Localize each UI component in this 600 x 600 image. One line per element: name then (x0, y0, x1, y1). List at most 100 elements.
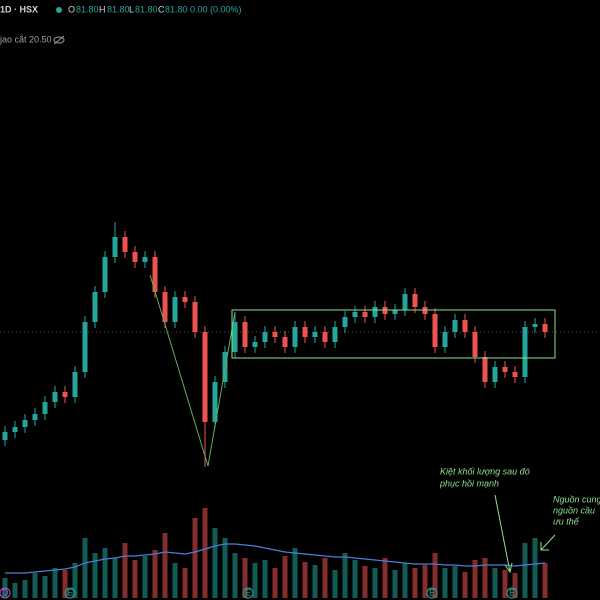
candle-body (62, 392, 68, 397)
candle-body (402, 294, 408, 310)
candle-body (202, 332, 208, 422)
volume-bar (342, 553, 348, 598)
candle-body (142, 257, 148, 262)
candle-body (282, 337, 288, 347)
volume-bar (522, 543, 528, 598)
candle-body (342, 317, 348, 327)
candle-body (82, 322, 88, 372)
candle-body (532, 324, 538, 327)
annotation: Kiệt khối lượng sau đó (440, 466, 530, 476)
event-marker-label: D (2, 587, 9, 597)
volume-bar (142, 556, 148, 598)
volume-bar (492, 568, 498, 598)
candle-body (292, 327, 298, 347)
volume-bar (292, 548, 298, 598)
volume-bar (202, 508, 208, 598)
volume-bar (362, 566, 368, 598)
event-marker (64, 587, 76, 599)
volume-bar (12, 583, 18, 598)
candle-body (242, 322, 248, 347)
ohlc-value: 81.80 (135, 4, 158, 14)
candle-body (12, 427, 18, 432)
eye-icon[interactable] (53, 35, 65, 45)
candle-body (122, 237, 128, 252)
candle-body (152, 257, 158, 292)
volume-bar (502, 570, 508, 598)
annotation: ưu thế (553, 516, 580, 526)
volume-bar (332, 570, 338, 598)
candle-body (252, 342, 258, 347)
volume-pane (2, 508, 548, 598)
ohlc-label: L (129, 4, 134, 14)
volume-bar (32, 573, 38, 598)
arrow (494, 494, 511, 573)
candle-body (232, 322, 238, 352)
ohlc-value: 81.80 (165, 4, 188, 14)
candle-body (162, 292, 168, 322)
candle-body (72, 372, 78, 397)
ohlc-label: H (99, 4, 106, 14)
volume-bar (172, 563, 178, 598)
candle-body (462, 320, 468, 332)
volume-bar (262, 560, 268, 598)
volume-bar (112, 558, 118, 598)
candle-body (32, 414, 38, 420)
candle-body (362, 312, 368, 317)
volume-bar (102, 548, 108, 598)
volume-bar (392, 570, 398, 598)
candle-body (512, 372, 518, 377)
volume-bar (372, 568, 378, 598)
candle-body (442, 332, 448, 347)
volume-bar (252, 563, 258, 598)
candle-body (92, 292, 98, 322)
candle-body (332, 327, 338, 342)
candle-body (502, 367, 508, 372)
candle-body (52, 392, 58, 402)
volume-bar (192, 518, 198, 598)
volume-bar (92, 553, 98, 598)
volume-bar (232, 553, 238, 598)
candle-body (412, 294, 418, 307)
candle-body (312, 332, 318, 337)
indicator-label: jao cắt 20.50 (0, 34, 52, 44)
candle-body (42, 402, 48, 414)
symbol: 1D · HSX (0, 4, 38, 14)
volume-bar (472, 560, 478, 598)
event-marker-label: E (245, 587, 251, 597)
volume-bar (322, 558, 328, 598)
volume-bar (82, 538, 88, 598)
candle-body (302, 327, 308, 337)
change: 0.00 (0.00%) (190, 4, 242, 14)
candle-body (372, 307, 378, 317)
volume-bar (162, 533, 168, 598)
volume-ma (5, 543, 546, 574)
volume-bar (132, 560, 138, 598)
candle-body (272, 332, 278, 337)
volume-bar (122, 543, 128, 598)
volume-bar (222, 538, 228, 598)
candle-body (392, 310, 398, 314)
candle-body (352, 312, 358, 317)
event-marker (0, 587, 11, 599)
volume-bar (412, 568, 418, 598)
volume-bar (272, 568, 278, 598)
volume-bar (452, 566, 458, 598)
candle-body (182, 297, 188, 302)
volume-bar (462, 572, 468, 598)
event-marker (242, 587, 254, 599)
arrowhead (540, 542, 549, 551)
candle-body (22, 420, 28, 427)
event-marker (506, 587, 518, 599)
volume-bar (52, 568, 58, 598)
arrow (540, 534, 556, 551)
candle-body (482, 357, 488, 382)
candle-body (492, 367, 498, 382)
candle-body (262, 332, 268, 342)
candle-body (112, 237, 118, 257)
event-marker (426, 587, 438, 599)
volume-bar (282, 556, 288, 598)
status-dot (56, 7, 62, 13)
volume-bar (482, 558, 488, 598)
candle-body (432, 314, 438, 347)
